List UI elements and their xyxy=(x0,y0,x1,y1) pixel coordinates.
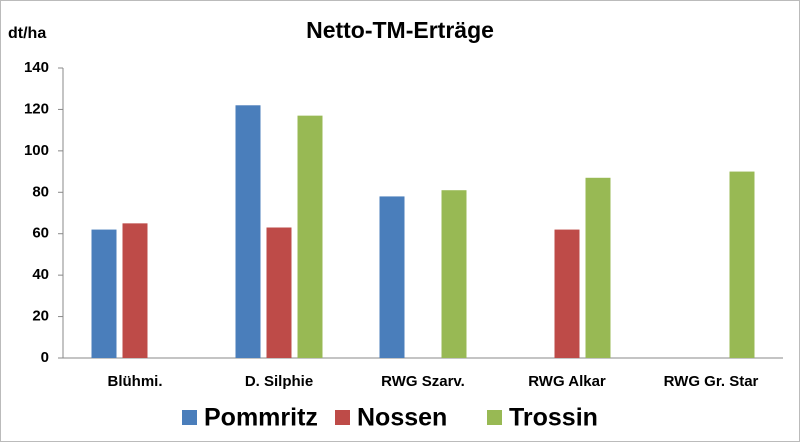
bar xyxy=(122,223,148,358)
bar xyxy=(235,105,261,359)
y-tick-label: 120 xyxy=(24,100,49,117)
bar xyxy=(379,196,405,358)
y-tick-label: 100 xyxy=(24,142,49,159)
legend-label: Trossin xyxy=(509,404,598,432)
x-tick-label: RWG Szarv. xyxy=(381,373,465,390)
bar xyxy=(297,115,323,359)
bar xyxy=(554,229,580,358)
x-tick-label: RWG Alkar xyxy=(528,373,606,390)
legend-label: Pommritz xyxy=(204,404,318,432)
y-tick-label: 20 xyxy=(32,308,49,325)
bar xyxy=(441,190,467,358)
bar xyxy=(729,171,755,358)
legend-label: Nossen xyxy=(357,404,447,432)
x-tick-label: Blühmi. xyxy=(108,373,163,390)
bar xyxy=(585,177,611,358)
y-tick-label: 140 xyxy=(24,59,49,76)
legend-swatch xyxy=(335,410,350,425)
y-tick-label: 40 xyxy=(32,266,49,283)
y-tick-label: 60 xyxy=(32,225,49,242)
y-axis-label: dt/ha xyxy=(8,25,46,42)
chart-title: Netto-TM-Erträge xyxy=(306,17,494,43)
y-tick-label: 0 xyxy=(41,349,49,366)
x-tick-label: D. Silphie xyxy=(245,373,313,390)
bar xyxy=(91,229,117,358)
legend-swatch xyxy=(182,410,197,425)
legend-swatch xyxy=(487,410,502,425)
y-tick-label: 80 xyxy=(32,183,49,200)
bar xyxy=(266,227,292,358)
x-tick-label: RWG Gr. Star xyxy=(664,373,759,390)
